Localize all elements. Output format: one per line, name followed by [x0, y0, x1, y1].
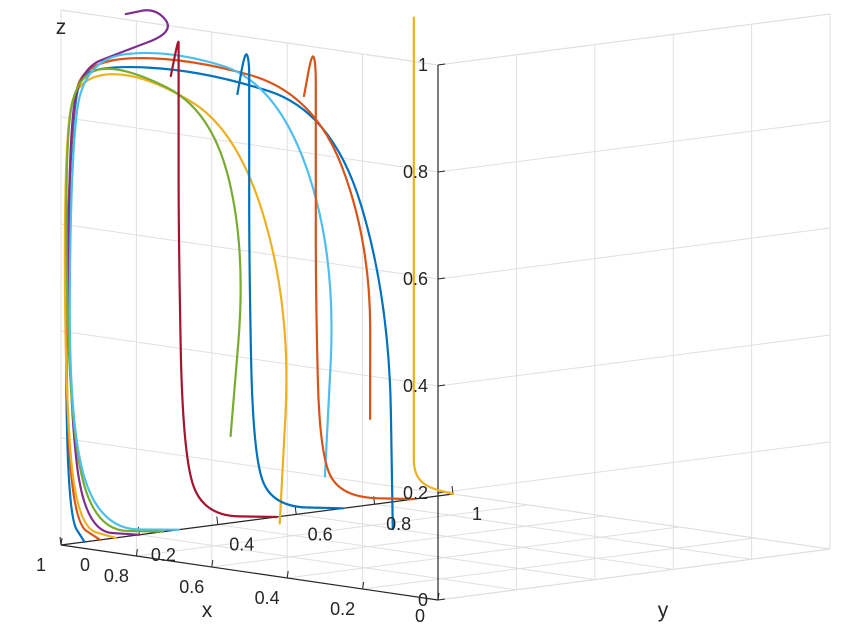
z-tick-label: 0.2 — [403, 483, 428, 503]
grid-line — [217, 524, 595, 581]
trajectory-line — [302, 55, 415, 501]
box-edge — [452, 493, 831, 550]
z-tick-label: 1 — [418, 55, 428, 75]
grid-line — [60, 330, 439, 387]
box-edge — [437, 13, 831, 66]
grid-line — [437, 334, 831, 387]
trajectory-line — [65, 67, 242, 533]
grid-line — [60, 437, 439, 494]
z-tick-mark — [437, 384, 446, 387]
trajectory-line — [68, 51, 333, 531]
grid-line — [437, 227, 831, 280]
y-tick-mark — [294, 506, 297, 515]
x-axis-line — [60, 544, 439, 601]
y-tick-label: 0 — [80, 555, 90, 575]
grid-line — [374, 503, 752, 560]
trajectory-line — [169, 40, 278, 519]
grid-line — [211, 515, 604, 568]
y-tick-label: 0.6 — [308, 524, 333, 544]
trajectory-line — [67, 9, 169, 536]
trajectories-layer — [63, 9, 455, 543]
x-tick-mark — [362, 581, 365, 590]
y-tick-label: 0.8 — [386, 514, 411, 534]
z-axis-label: z — [56, 16, 67, 39]
x-tick-label: 0.2 — [330, 599, 355, 619]
z-tick-label: 0.4 — [403, 376, 428, 396]
y-tick-mark — [216, 516, 219, 525]
tick-labels-layer: 0000.20.20.20.40.40.40.60.60.60.80.80.81… — [36, 55, 482, 626]
z-tick-label: 0.6 — [403, 269, 428, 289]
x-tick-mark — [286, 570, 289, 579]
grid-line — [139, 534, 517, 591]
grid-layer — [60, 9, 831, 601]
grid-line — [296, 513, 674, 570]
grid-line — [362, 537, 755, 590]
z-tick-mark — [437, 63, 446, 66]
y-tick-label: 1 — [472, 504, 482, 524]
x-tick-label: 1 — [36, 555, 46, 575]
z-tick-label: 0.8 — [403, 162, 428, 182]
y-tick-label: 0.2 — [151, 545, 176, 565]
x-tick-mark — [60, 537, 63, 546]
box-edge — [60, 9, 439, 66]
y-axis-label: y — [658, 599, 669, 622]
y-tick-mark — [451, 485, 454, 495]
z-tick-mark — [437, 277, 446, 280]
z-tick-mark — [437, 598, 446, 601]
axes-box — [59, 9, 831, 601]
grid-line — [437, 441, 831, 494]
x-tick-label: 0.4 — [255, 588, 280, 608]
z-tick-label: 0 — [418, 590, 428, 610]
x-axis-label: x — [202, 599, 213, 622]
x-tick-mark — [211, 559, 214, 568]
trajectory-line — [412, 16, 455, 496]
y-tick-label: 0.4 — [229, 535, 254, 555]
x-tick-label: 0 — [415, 606, 425, 626]
x-tick-label: 0.6 — [179, 577, 204, 597]
trajectory-line — [236, 53, 345, 510]
z-tick-mark — [437, 170, 446, 173]
x-tick-label: 0.8 — [104, 566, 129, 586]
grid-line — [287, 526, 680, 579]
x-tick-mark — [135, 548, 138, 557]
trajectory-line — [63, 73, 288, 539]
y-axis-line — [60, 493, 454, 546]
x-tick-mark — [437, 592, 440, 601]
box-edge — [437, 548, 831, 601]
grid-line — [437, 120, 831, 173]
grid-line — [136, 504, 529, 557]
